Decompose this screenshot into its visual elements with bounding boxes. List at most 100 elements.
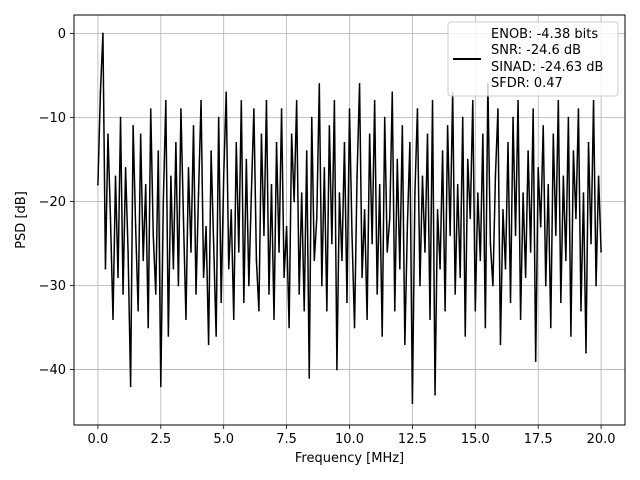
data-point: [230, 209, 233, 211]
data-point: [494, 175, 497, 178]
data-point: [388, 217, 391, 220]
data-point: [542, 125, 545, 127]
data-point: [142, 259, 144, 262]
data-point: [175, 141, 177, 144]
data-point: [560, 301, 562, 304]
data-point: [313, 259, 316, 262]
data-point: [361, 276, 363, 278]
data-point: [431, 99, 434, 102]
data-point: [187, 167, 190, 169]
data-point: [331, 242, 333, 245]
data-point: [321, 284, 323, 287]
data-point: [227, 267, 230, 270]
data-point: [517, 99, 519, 102]
x-tick-label: 15.0: [461, 432, 490, 447]
data-point: [139, 133, 142, 136]
data-point: [464, 335, 467, 337]
data-point: [275, 141, 278, 144]
data-point: [358, 83, 361, 85]
x-tick-label: 12.5: [398, 432, 427, 447]
data-point: [147, 326, 150, 329]
data-point: [441, 150, 444, 152]
data-point: [154, 293, 157, 295]
data-point: [240, 99, 243, 102]
data-point: [353, 326, 356, 329]
data-point: [409, 141, 411, 144]
data-point: [474, 309, 477, 312]
data-point: [134, 225, 137, 228]
data-point: [217, 116, 220, 119]
data-point: [107, 133, 109, 136]
data-point: [172, 267, 175, 270]
data-point: [416, 108, 419, 110]
data-point: [232, 318, 235, 320]
data-point: [300, 192, 303, 194]
data-point: [273, 318, 275, 320]
data-point: [248, 284, 250, 287]
data-point: [157, 150, 160, 152]
data-point: [255, 259, 258, 262]
data-point: [212, 242, 215, 245]
data-point: [205, 225, 207, 228]
data-point: [185, 318, 187, 320]
data-point: [137, 309, 139, 312]
data-point: [381, 335, 384, 337]
data-point: [484, 326, 487, 329]
data-point: [97, 183, 99, 186]
data-point: [434, 393, 436, 396]
data-point: [366, 318, 368, 320]
legend-entry-enob: ENOB: -4.38 bits: [491, 27, 598, 42]
data-point: [315, 217, 318, 220]
data-point: [461, 116, 464, 119]
data-point: [376, 293, 378, 295]
data-point: [114, 175, 117, 178]
data-point: [580, 309, 582, 312]
data-point: [346, 301, 348, 304]
data-point: [499, 343, 502, 346]
data-point: [356, 175, 358, 178]
data-point: [318, 83, 321, 85]
data-point: [519, 318, 522, 320]
data-point: [393, 309, 396, 312]
data-point: [119, 116, 122, 119]
legend-entry-snr: SNR: -24.6 dB: [491, 43, 581, 58]
data-point: [544, 284, 547, 287]
data-point: [293, 200, 295, 203]
data-point: [565, 259, 567, 262]
data-point: [497, 108, 499, 110]
data-point: [323, 167, 326, 169]
data-point: [401, 125, 404, 127]
data-point: [129, 385, 132, 388]
data-point: [348, 108, 351, 110]
data-point: [595, 284, 597, 287]
legend-entry-sinad: SINAD: -24.63 dB: [491, 60, 603, 75]
data-point: [590, 242, 592, 245]
data-point: [419, 284, 421, 287]
data-point: [260, 133, 263, 136]
x-tick-label: 20.0: [587, 432, 616, 447]
y-tick-label: −30: [39, 279, 66, 294]
data-point: [424, 251, 426, 253]
data-point: [439, 267, 441, 270]
data-point: [421, 175, 424, 178]
data-point: [454, 293, 456, 295]
x-tick-label: 0.0: [88, 432, 109, 447]
data-point: [562, 175, 565, 178]
x-axis-label: Frequency [MHz]: [295, 451, 404, 466]
x-tick-label: 5.0: [213, 432, 234, 447]
data-point: [449, 234, 451, 236]
data-point: [225, 91, 228, 94]
x-tick-label: 2.5: [150, 432, 171, 447]
data-point: [524, 276, 527, 278]
data-point: [585, 351, 587, 354]
data-point: [177, 284, 180, 287]
data-point: [539, 225, 542, 228]
data-point: [597, 175, 600, 178]
data-point: [529, 251, 532, 253]
y-tick-label: −20: [39, 195, 66, 210]
data-point: [587, 141, 590, 144]
data-point: [258, 309, 260, 312]
data-point: [429, 318, 431, 320]
data-point: [504, 267, 507, 270]
